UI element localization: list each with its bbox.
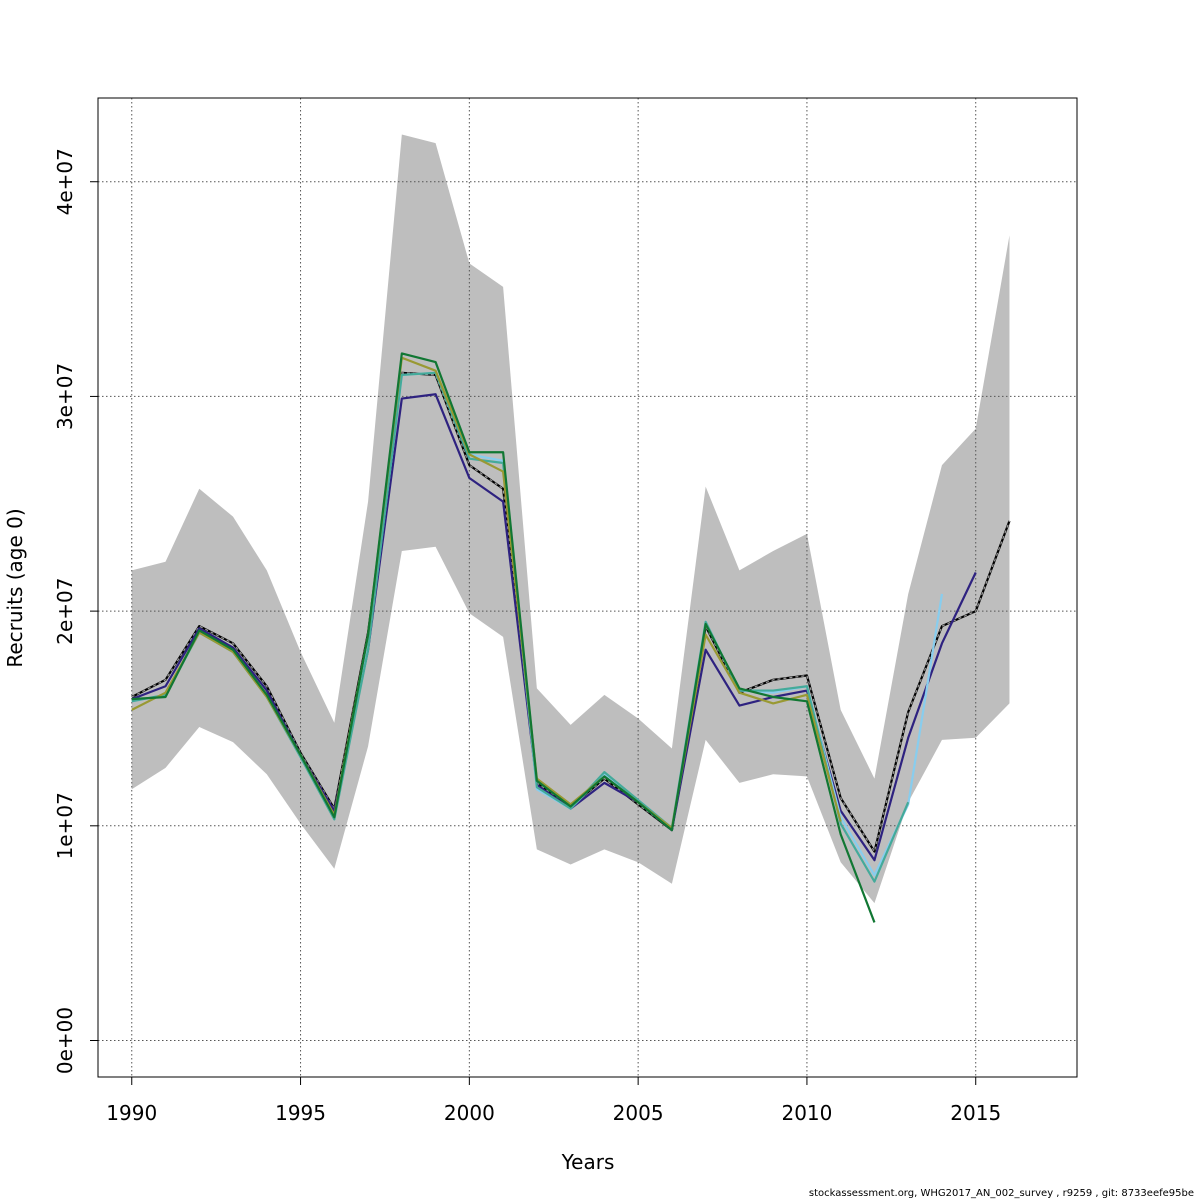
plot-frame xyxy=(97,97,1078,1078)
series-line-6 xyxy=(131,352,876,923)
y-tick-label: 0e+00 xyxy=(53,1007,77,1074)
footer-credit: stockassessment.org, WHG2017_AN_002_surv… xyxy=(808,1188,1194,1199)
y-tick-label: 4e+07 xyxy=(53,148,77,215)
axes-layer: 1990 1995 2000 2005 2010 2015 0e+00 1e+07 2e+07 3… xyxy=(53,97,1078,1125)
x-axis-title: Years xyxy=(561,1150,615,1174)
x-tick-label: 2015 xyxy=(950,1101,1001,1125)
y-tick-label: 3e+07 xyxy=(53,363,77,430)
y-tick-label: 2e+07 xyxy=(53,577,77,644)
x-tick-label: 1995 xyxy=(275,1101,326,1125)
confidence-band xyxy=(131,134,1010,904)
y-tick-label: 1e+07 xyxy=(53,792,77,859)
series-line-5 xyxy=(131,356,842,830)
x-tick-label: 2000 xyxy=(444,1101,495,1125)
series-layer xyxy=(131,352,1011,923)
x-tick-label: 2010 xyxy=(781,1101,832,1125)
confidence-band-layer xyxy=(131,134,1010,904)
series-line-1-dash xyxy=(131,372,1011,854)
x-tick-label: 1990 xyxy=(106,1101,157,1125)
y-axis-title: Recruits (age 0) xyxy=(3,508,27,667)
grid-layer xyxy=(98,98,1077,1077)
x-tick-label: 2005 xyxy=(613,1101,664,1125)
